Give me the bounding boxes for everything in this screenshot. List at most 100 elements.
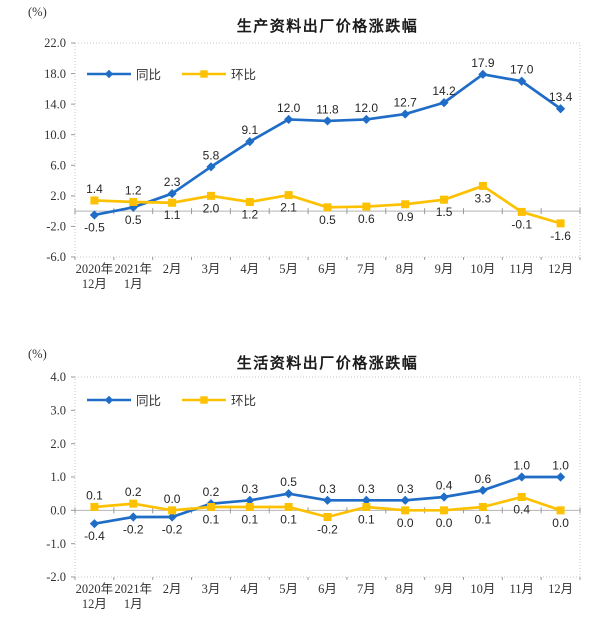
huanbi-line-marker-icon — [182, 395, 227, 404]
data-point-marker — [284, 114, 294, 125]
data-label-同比: 13.4 — [549, 90, 573, 104]
data-label-同比: 17.0 — [510, 63, 534, 77]
data-point-marker — [400, 495, 410, 505]
legend-item-huanbi: 环比 — [181, 390, 256, 409]
tongbi-line-marker-icon — [87, 69, 131, 78]
data-point-marker — [200, 395, 208, 404]
data-label-同比: 0.3 — [241, 482, 258, 496]
x-axis-label: 5月 — [279, 262, 298, 276]
data-label-同比: 0.4 — [436, 479, 453, 493]
data-point-marker — [90, 196, 99, 205]
data-point-marker — [517, 493, 526, 501]
data-label-环比: 1.4 — [86, 182, 103, 196]
data-point-marker — [322, 495, 333, 505]
data-point-marker — [440, 195, 449, 204]
data-point-marker — [323, 513, 332, 521]
data-point-marker — [556, 506, 565, 515]
data-label-同比: 1.0 — [513, 459, 530, 473]
data-label-同比: 0.2 — [203, 485, 220, 499]
data-label-环比: 0.5 — [319, 213, 336, 227]
y-axis-unit-label: (%) — [28, 5, 47, 19]
y-tick-label: -1.0 — [46, 537, 66, 551]
data-point-marker — [517, 76, 527, 86]
data-label-环比: 0.1 — [86, 489, 103, 503]
data-label-同比: 9.1 — [241, 123, 258, 137]
data-label-环比: 1.2 — [125, 183, 142, 197]
x-axis-label: 12月 — [548, 582, 573, 596]
data-point-marker — [89, 519, 100, 529]
data-point-marker — [401, 200, 410, 209]
data-point-marker — [284, 503, 293, 511]
data-label-环比: 3.3 — [475, 191, 492, 205]
data-point-marker — [439, 98, 449, 108]
y-tick-label: -2.0 — [46, 570, 66, 584]
data-point-marker — [517, 207, 526, 216]
data-point-marker — [104, 69, 114, 78]
data-label-同比: 0.5 — [125, 213, 142, 227]
data-label-环比: -0.1 — [511, 217, 532, 231]
data-label-同比: 12.0 — [277, 101, 301, 115]
x-axis-label: 2月 — [163, 262, 182, 276]
x-axis-label: 9月 — [435, 262, 454, 276]
data-label-同比: 0.3 — [358, 482, 375, 496]
data-label-同比: 14.2 — [432, 84, 456, 98]
chart-title: 生产资料出厂价格涨跌幅 — [236, 18, 419, 35]
data-point-marker — [555, 472, 566, 482]
y-tick-label: 2.0 — [50, 437, 66, 451]
data-label-同比: -0.2 — [123, 523, 144, 537]
data-label-环比: 0.2 — [125, 485, 142, 499]
chart-title: 生活资料出厂价格涨跌幅 — [236, 355, 419, 372]
data-point-marker — [128, 512, 138, 522]
y-tick-label: 10.0 — [44, 128, 66, 142]
tongbi-line-marker-icon — [87, 395, 131, 404]
data-label-环比: 0.4 — [513, 503, 530, 517]
data-point-marker — [284, 191, 293, 200]
plot-area: -6.0 -2.0 2.0 6.0 10.0 14.0 18.0 22.0 2020年 12月20… — [44, 36, 581, 291]
data-label-环比: 0.0 — [436, 516, 453, 530]
data-point-marker — [361, 495, 371, 505]
producer-goods-price-chart: (%) 生产资料出厂价格涨跌幅 同比 环比 -6.0 -2.0 2.0 6.0 10.0… — [28, 5, 581, 291]
data-point-marker — [245, 136, 255, 147]
data-label-环比: 0.1 — [241, 513, 258, 527]
data-label-环比: 1.1 — [164, 208, 181, 222]
data-label-同比: 0.5 — [280, 475, 297, 489]
y-tick-label: 1.0 — [50, 470, 66, 484]
y-tick-label: 14.0 — [44, 97, 66, 111]
data-point-marker — [129, 197, 138, 206]
data-point-marker — [206, 162, 216, 172]
data-label-同比: 12.7 — [394, 96, 418, 110]
data-point-marker — [168, 506, 177, 515]
x-axis-label: 2020年 12月 — [76, 582, 114, 611]
x-axis-label: 2021年 1月 — [115, 582, 153, 611]
data-label-同比: 5.8 — [203, 148, 220, 162]
data-label-环比: 1.2 — [241, 207, 258, 221]
plot-border — [74, 42, 581, 258]
data-point-marker — [168, 198, 177, 207]
data-point-marker — [362, 202, 371, 211]
data-label-同比: -0.2 — [162, 523, 183, 537]
x-axis-label: 10月 — [470, 262, 495, 276]
data-point-marker — [90, 503, 99, 511]
x-axis-label: 2021年 1月 — [115, 262, 153, 291]
data-point-marker — [478, 503, 487, 511]
data-point-marker — [129, 499, 138, 508]
data-label-环比: -1.6 — [550, 229, 571, 243]
data-point-marker — [362, 503, 371, 511]
x-axis-label: 7月 — [357, 582, 376, 596]
y-tick-label: 2.0 — [50, 189, 66, 203]
data-point-marker — [401, 506, 410, 515]
data-point-marker — [478, 181, 487, 190]
data-label-同比: 12.0 — [355, 101, 379, 115]
data-point-marker — [284, 489, 294, 499]
data-point-marker — [478, 69, 488, 79]
legend-item-tongbi: 同比 — [86, 64, 161, 83]
data-label-环比: 0.1 — [475, 513, 492, 527]
legend-item-tongbi: 同比 — [86, 390, 161, 409]
y-tick-label: -6.0 — [46, 250, 66, 264]
legend-label-tongbi: 同比 — [136, 394, 162, 408]
legend-label-huanbi: 环比 — [231, 68, 257, 82]
data-point-marker — [206, 191, 215, 200]
data-point-marker — [400, 109, 410, 119]
y-tick-label: 22.0 — [44, 36, 66, 50]
